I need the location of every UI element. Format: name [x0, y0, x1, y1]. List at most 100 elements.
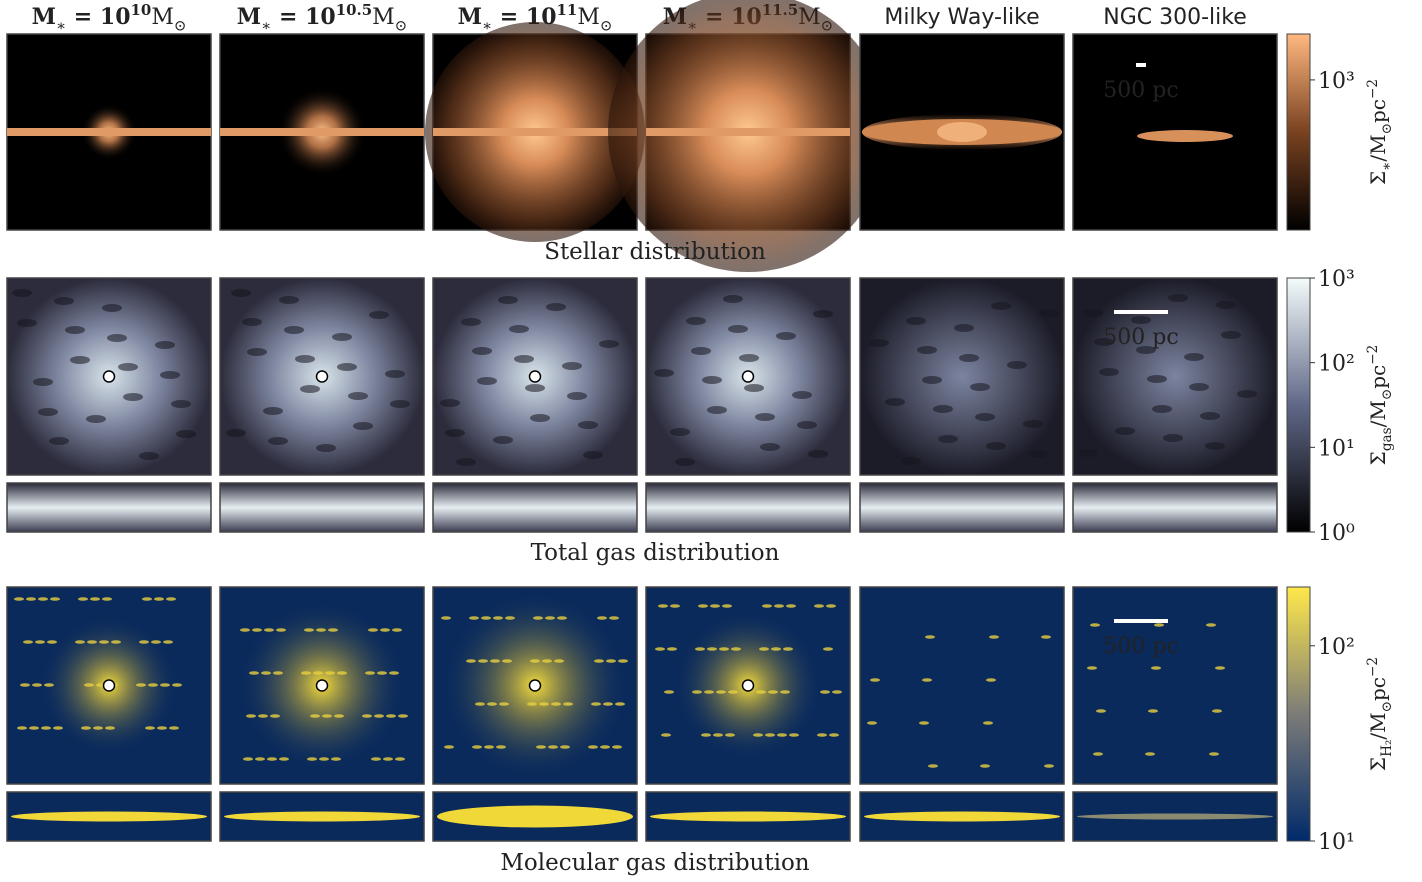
h2-clump [466, 659, 476, 663]
h2-clump [307, 757, 317, 761]
h2-clump [713, 733, 723, 737]
center-marker [741, 679, 755, 692]
label-part: gas [1379, 427, 1395, 451]
h2-clump [829, 733, 839, 737]
gas-clump [567, 392, 587, 400]
gas-clump [17, 319, 37, 327]
h2-clump [14, 597, 24, 601]
disk [1137, 130, 1233, 142]
h2-clump [817, 733, 827, 737]
h2-clump [661, 733, 671, 737]
h2-clump [111, 640, 121, 644]
gas-clump [1136, 346, 1156, 354]
gas-clump [578, 421, 598, 429]
gas-clump [1152, 405, 1172, 413]
gas-clump [1216, 301, 1236, 309]
label-part: M [151, 5, 174, 30]
gas-clump [268, 437, 288, 445]
gas-clump [792, 391, 812, 399]
disk-center [937, 122, 987, 142]
label-part: ∗ [482, 17, 492, 35]
gas-clump [12, 289, 32, 297]
h2-clump [1215, 666, 1225, 670]
gas-edge-panel [1072, 482, 1278, 533]
gas-clump [670, 428, 690, 436]
h2-clump [154, 597, 164, 601]
gas-clump [49, 437, 69, 445]
h2-clump [548, 745, 558, 749]
gas-clump [1168, 294, 1188, 302]
h2-clump [395, 757, 405, 761]
gas-clump [975, 413, 995, 421]
h2-clump [1145, 752, 1155, 756]
label-part: 11 [557, 1, 578, 19]
h2-clump [93, 726, 103, 730]
gas-clump [675, 458, 695, 466]
scale-bar [1114, 619, 1168, 623]
h2-clump [487, 702, 497, 706]
math-label: M∗​ = 1010.5​M⊙​ [237, 1, 407, 34]
gas-clump [353, 422, 373, 430]
h2-clump [20, 683, 30, 687]
gas-clump [332, 333, 352, 341]
gas-clump [1039, 309, 1059, 317]
gas-clump [1221, 331, 1241, 339]
h2-clump [983, 721, 993, 725]
row-label: Total gas distribution [531, 540, 780, 566]
h2-clump [1151, 666, 1161, 670]
gas-clump [901, 457, 921, 465]
math-label: M∗​ = 1010​M⊙​ [32, 1, 187, 34]
h2-clump [145, 726, 155, 730]
h2-clump [667, 647, 677, 651]
gas-clump [231, 289, 251, 297]
h2-edge [437, 805, 633, 828]
h2-clump [612, 745, 622, 749]
h2-clump [928, 764, 938, 768]
gas-edge-panel [859, 482, 1065, 533]
h2-clump [692, 690, 702, 694]
h2-clump [249, 671, 259, 675]
h2-clump [160, 683, 170, 687]
center-marker [102, 370, 116, 383]
h2-clump [377, 671, 387, 675]
h2-clump [499, 702, 509, 706]
h2-clump [142, 597, 152, 601]
gas-clump [107, 334, 127, 342]
h2-clump [136, 683, 146, 687]
h2-clump [469, 616, 479, 620]
gas-clump [986, 442, 1006, 450]
h2-clump [243, 757, 253, 761]
h2-clump [603, 702, 613, 706]
h2-clump [655, 647, 665, 651]
gas-clump [263, 407, 283, 415]
label-part: = 10 [66, 4, 130, 30]
gas-clump [1131, 316, 1151, 324]
label-part: NGC 300-like [1103, 5, 1247, 30]
gas-clump [1147, 375, 1167, 383]
h2-clump [389, 671, 399, 675]
h2-clump [980, 764, 990, 768]
gas-clump [530, 414, 550, 422]
gas-clump [885, 398, 905, 406]
gas-clump [755, 413, 775, 421]
h2-face-panel [859, 586, 1065, 785]
h2-clump [78, 597, 88, 601]
gas-clump [316, 444, 336, 452]
h2-edge [864, 811, 1060, 822]
gas-clump [546, 303, 566, 311]
h2-clump [374, 714, 384, 718]
disk-band [433, 128, 637, 136]
h2-clump [704, 690, 714, 694]
h2-clump [591, 702, 601, 706]
h2-clump [139, 640, 149, 644]
gas-clump [477, 377, 497, 385]
h2-clump [32, 683, 42, 687]
gas-clump [1023, 420, 1043, 428]
gas-clump [938, 435, 958, 443]
label-part: ⊙ [1379, 123, 1395, 134]
gas-clump [744, 384, 764, 392]
gas-clump [797, 421, 817, 429]
h2-clump [832, 690, 842, 694]
h2-clump [365, 671, 375, 675]
gas-clump [171, 400, 191, 408]
